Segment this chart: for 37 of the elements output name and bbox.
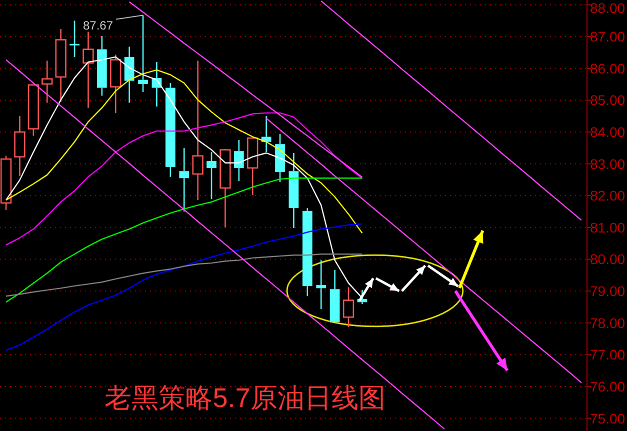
y-tick-label: 88.00 [590,0,626,16]
y-tick-label: 84.00 [590,124,626,140]
candlestick [192,60,204,201]
candlestick [42,60,53,104]
y-tick-label: 87.00 [590,28,626,45]
line-series [5,69,363,234]
line-series [5,254,363,297]
y-tick-label: 79.00 [590,283,626,300]
y-tick-label: 75.00 [590,410,626,426]
line-series [5,178,363,303]
candlestick [316,260,326,310]
candlestick [70,20,80,58]
text: 老黑策略5.7原油日线图 [104,383,386,413]
candlestick [14,115,26,177]
y-tick-label: 80.00 [590,251,626,268]
line-series [266,118,582,384]
candlestick [179,147,190,212]
y-tick-label: 76.00 [590,378,626,394]
y-tick-label: 81.00 [590,219,626,236]
y-tick-label: 86.00 [590,60,626,76]
line-series [5,59,445,430]
candlestick [342,286,354,328]
y-tick-label: 85.00 [590,92,626,108]
candlestick [234,139,244,182]
candlestick [55,28,66,102]
line-series [5,223,363,351]
candlestick [82,31,94,108]
line-series [320,0,582,221]
candlestick [288,152,299,229]
candlestick [275,133,285,183]
y-tick-label: 82.00 [590,188,626,204]
line-series [5,112,363,246]
y-tick-label: 78.00 [590,314,626,331]
y-tick-label: 83.00 [590,156,626,172]
line-series [128,1,363,178]
annotation: 87.67 [82,18,114,32]
y-tick-label: 77.00 [590,346,626,363]
